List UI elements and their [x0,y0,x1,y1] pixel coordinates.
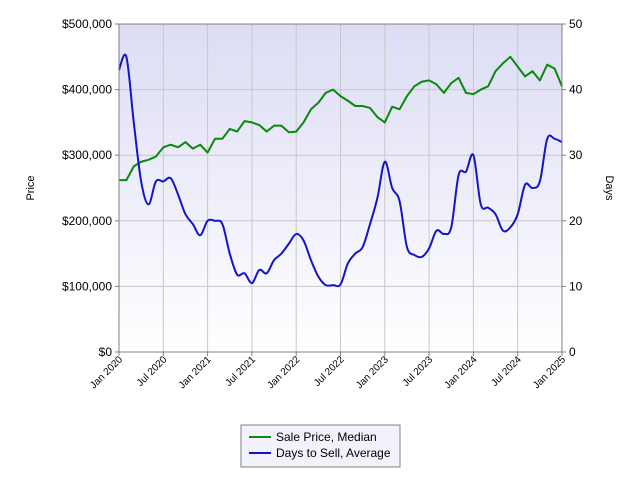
x-tick-label: Jan 2024 [443,354,480,391]
legend-label-days-to-sell: Days to Sell, Average [276,446,391,460]
left-axis: $0 $100,000 $200,000 $300,000 $400,000 $500,0… [62,17,120,359]
legend-box [240,424,401,468]
right-axis-title: Days [603,175,615,201]
left-axis-title: Price [25,175,37,200]
x-tick-label: Jan 2023 [354,354,391,391]
x-tick-label: Jul 2023 [401,354,436,389]
x-axis: Jan 2020 Jul 2020 Jan 2021 Jul 2021 Jan 2022… [88,352,568,391]
x-tick-label: Jan 2021 [177,354,214,391]
x-tick-label: Jul 2022 [312,354,347,389]
x-tick-label: Jul 2024 [489,354,524,389]
legend: Sale Price, Median Days to Sell, Average [240,424,401,468]
left-tick-label: $400,000 [62,83,112,97]
series-line-sale-price-median [119,55,563,182]
left-tick-label: $300,000 [62,148,112,162]
right-tick-label: 20 [569,214,583,228]
x-tick-label: Jul 2021 [224,354,259,389]
right-axis: 0 10 20 30 40 50 [561,17,583,359]
right-tick-label: 50 [569,17,583,31]
left-tick-label: $200,000 [62,214,112,228]
right-tick-label: 10 [569,279,583,293]
legend-label-sale-price: Sale Price, Median [276,430,377,444]
right-tick-label: 40 [569,83,583,97]
series-lines [118,53,563,288]
right-tick-label: 30 [569,148,583,162]
right-tick-label: 0 [569,345,576,359]
x-tick-label: Jan 2025 [531,354,568,391]
x-tick-label: Jul 2020 [135,354,170,389]
x-tick-label: Jan 2022 [265,354,302,391]
x-tick-label: Jan 2020 [88,354,125,391]
left-tick-label: $100,000 [62,279,112,293]
left-tick-label: $0 [99,345,113,359]
grid-lines [118,23,563,353]
series-line-days-to-sell-average [118,53,563,288]
left-tick-label: $500,000 [62,17,112,31]
